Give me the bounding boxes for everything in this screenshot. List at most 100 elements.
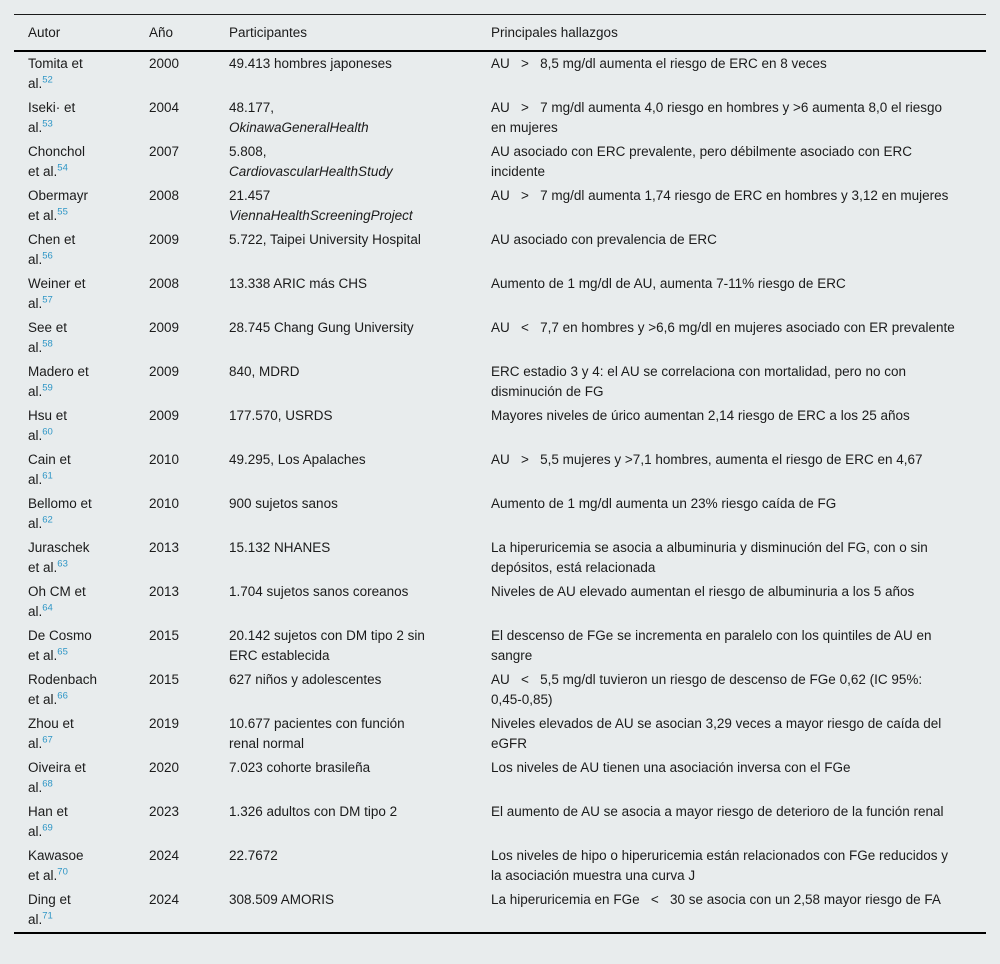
participants-cell: 5.722, Taipei University Hospital <box>229 232 421 247</box>
author-cell: Obermayr et al.55 <box>28 188 89 223</box>
participants-cell: 840, MDRD <box>229 364 300 379</box>
year-cell: 2009 <box>149 320 180 335</box>
citation-link[interactable]: 68 <box>42 778 53 790</box>
findings-cell: ERC estadio 3 y 4: el AU se correlaciona… <box>491 364 910 399</box>
findings-cell: Los niveles de hipo o hiperuricemia está… <box>491 848 952 883</box>
table-row: Hsu et al.60 2009 177.570, USRDS Mayores ni… <box>14 404 986 448</box>
table-row: Obermayr et al.55 2008 21.457 ViennaHealthS… <box>14 184 986 228</box>
year-cell: 2009 <box>149 408 180 423</box>
year-cell: 2024 <box>149 892 180 907</box>
table-row: Rodenbach et al.66 2015 627 niños y adoles… <box>14 668 986 712</box>
citation-link[interactable]: 59 <box>42 382 53 394</box>
table-row: Juraschek et al.63 2013 15.132 NHANES La hi… <box>14 536 986 580</box>
findings-cell: Niveles de AU elevado aumentan el riesgo… <box>491 584 915 599</box>
findings-cell: AU > 5,5 mujeres y >7,1 hombres, aumenta… <box>491 452 923 467</box>
col-header-autor: Autor <box>14 15 148 52</box>
year-cell: 2007 <box>149 144 180 159</box>
participants-cell: 20.142 sujetos con DM tipo 2 sin ERC est… <box>229 628 425 663</box>
year-cell: 2009 <box>149 232 180 247</box>
table-row: Tomita et al.52 2000 49.413 hombres japone… <box>14 51 986 96</box>
findings-cell: Los niveles de AU tienen una asociación … <box>491 760 851 775</box>
citation-link[interactable]: 69 <box>42 822 53 834</box>
citation-link[interactable]: 61 <box>42 470 53 482</box>
table-row: See et al.58 2009 28.745 Chang Gung Univer… <box>14 316 986 360</box>
year-cell: 2009 <box>149 364 180 379</box>
participants-cell: 21.457 ViennaHealthScreeningProject <box>229 188 413 223</box>
citation-link[interactable]: 63 <box>57 558 68 570</box>
author-cell: Iseki· et al.53 <box>28 100 76 135</box>
citation-link[interactable]: 52 <box>42 74 53 86</box>
studies-table: Autor Año Participantes Principales hall… <box>14 15 986 934</box>
table-row: Madero et al.59 2009 840, MDRD ERC estadio … <box>14 360 986 404</box>
table-row: Kawasoe et al.70 2024 22.7672 Los niveles d… <box>14 844 986 888</box>
author-cell: Ding et al.71 <box>28 892 71 927</box>
participants-cell: 49.295, Los Apalaches <box>229 452 366 467</box>
table-row: Zhou et al.67 2019 10.677 pacientes con fu… <box>14 712 986 756</box>
author-cell: Cain et al.61 <box>28 452 71 487</box>
table-row: Oh CM et al.64 2013 1.704 sujetos sanos co… <box>14 580 986 624</box>
author-cell: Tomita et al.52 <box>28 56 83 91</box>
author-cell: De Cosmo et al.65 <box>28 628 92 663</box>
study-name: OkinawaGeneralHealth <box>229 120 369 135</box>
header-row: Autor Año Participantes Principales hall… <box>14 15 986 52</box>
findings-cell: La hiperuricemia en FGe < 30 se asocia c… <box>491 892 941 907</box>
citation-link[interactable]: 55 <box>57 206 68 218</box>
citation-link[interactable]: 65 <box>57 646 68 658</box>
findings-cell: Niveles elevados de AU se asocian 3,29 v… <box>491 716 946 751</box>
author-cell: Chonchol et al.54 <box>28 144 86 179</box>
citation-link[interactable]: 60 <box>42 426 53 438</box>
citation-link[interactable]: 70 <box>57 866 68 878</box>
participants-cell: 13.338 ARIC más CHS <box>229 276 368 291</box>
author-cell: See et al.58 <box>28 320 68 355</box>
col-header-ano: Año <box>148 15 228 52</box>
participants-cell: 10.677 pacientes con función renal norma… <box>229 716 405 751</box>
studies-table-container: Autor Año Participantes Principales hall… <box>14 14 986 934</box>
author-cell: Zhou et al.67 <box>28 716 74 751</box>
col-header-hallazgos: Principales hallazgos <box>490 15 986 52</box>
participants-cell: 22.7672 <box>229 848 278 863</box>
participants-cell: 48.177, OkinawaGeneralHealth <box>229 100 369 135</box>
author-cell: Hsu et al.60 <box>28 408 68 443</box>
table-row: Cain et al.61 2010 49.295, Los Apalaches AU… <box>14 448 986 492</box>
year-cell: 2023 <box>149 804 180 819</box>
author-cell: Oh CM et al.64 <box>28 584 86 619</box>
col-header-participantes: Participantes <box>228 15 490 52</box>
author-cell: Chen et al.56 <box>28 232 76 267</box>
citation-link[interactable]: 71 <box>42 910 53 922</box>
citation-link[interactable]: 58 <box>42 338 53 350</box>
year-cell: 2008 <box>149 276 180 291</box>
year-cell: 2019 <box>149 716 180 731</box>
findings-cell: Aumento de 1 mg/dl de AU, aumenta 7-11% … <box>491 276 846 291</box>
citation-link[interactable]: 53 <box>42 118 53 130</box>
citation-link[interactable]: 54 <box>57 162 68 174</box>
citation-link[interactable]: 62 <box>42 514 53 526</box>
table-row: Oiveira et al.68 2020 7.023 cohorte brasil… <box>14 756 986 800</box>
participants-cell: 1.326 adultos con DM tipo 2 <box>229 804 398 819</box>
citation-link[interactable]: 56 <box>42 250 53 262</box>
year-cell: 2024 <box>149 848 180 863</box>
author-cell: Han et al.69 <box>28 804 68 839</box>
findings-cell: El descenso de FGe se incrementa en para… <box>491 628 936 663</box>
findings-cell: AU < 7,7 en hombres y >6,6 mg/dl en muje… <box>491 320 955 335</box>
citation-link[interactable]: 64 <box>42 602 53 614</box>
participants-cell: 15.132 NHANES <box>229 540 331 555</box>
year-cell: 2000 <box>149 56 180 71</box>
participants-cell: 177.570, USRDS <box>229 408 333 423</box>
findings-cell: La hiperuricemia se asocia a albuminuria… <box>491 540 932 575</box>
table-row: Weiner et al.57 2008 13.338 ARIC más CHS Au… <box>14 272 986 316</box>
findings-cell: AU > 8,5 mg/dl aumenta el riesgo de ERC … <box>491 56 827 71</box>
citation-link[interactable]: 57 <box>42 294 53 306</box>
table-row: De Cosmo et al.65 2015 20.142 sujetos con … <box>14 624 986 668</box>
author-cell: Weiner et al.57 <box>28 276 86 311</box>
participants-cell: 900 sujetos sanos <box>229 496 338 511</box>
findings-cell: AU > 7 mg/dl aumenta 4,0 riesgo en hombr… <box>491 100 946 135</box>
findings-cell: AU asociado con prevalencia de ERC <box>491 232 717 247</box>
author-cell: Oiveira et al.68 <box>28 760 86 795</box>
year-cell: 2013 <box>149 540 180 555</box>
citation-link[interactable]: 66 <box>57 690 68 702</box>
page: { "page": { "background_color": "#e8eced… <box>0 14 1000 964</box>
author-cell: Juraschek et al.63 <box>28 540 90 575</box>
citation-link[interactable]: 67 <box>42 734 53 746</box>
participants-cell: 49.413 hombres japoneses <box>229 56 392 71</box>
participants-cell: 1.704 sujetos sanos coreanos <box>229 584 409 599</box>
